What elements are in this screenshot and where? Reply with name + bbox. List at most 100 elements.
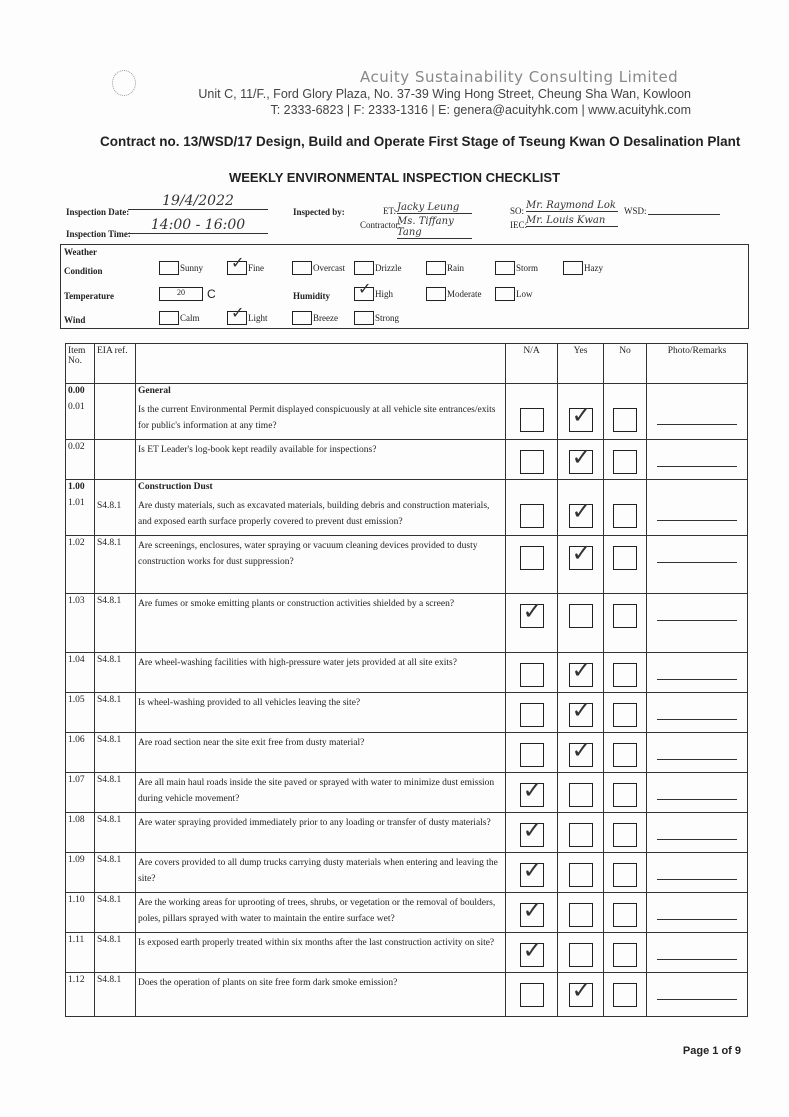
checkbox-na[interactable]: ✓	[519, 858, 544, 887]
check-mark-icon: ✓	[571, 541, 592, 567]
iec-field[interactable]: Mr. Louis Kwan	[526, 215, 618, 227]
remarks-field[interactable]	[657, 719, 737, 720]
checkbox-na[interactable]	[519, 983, 544, 1007]
checkbox-no[interactable]	[613, 703, 637, 727]
remarks-field[interactable]	[657, 679, 737, 680]
remarks-field[interactable]	[657, 424, 737, 425]
checkbox-breeze[interactable]	[292, 311, 312, 325]
checkbox-high[interactable]: ✓	[354, 282, 374, 301]
checkbox-sunny[interactable]	[159, 261, 179, 275]
checkbox-no[interactable]	[613, 450, 637, 474]
checkbox-no[interactable]	[613, 604, 637, 628]
checkbox-yes[interactable]: ✓	[568, 445, 593, 474]
checkbox-na[interactable]: ✓	[519, 898, 544, 927]
checkbox-na[interactable]	[519, 546, 544, 570]
checkbox-yes[interactable]: ✓	[568, 978, 593, 1007]
checkbox-yes[interactable]: ✓	[568, 541, 593, 570]
checkbox-no[interactable]	[613, 504, 637, 528]
cell-na	[505, 439, 558, 480]
checkbox-moderate[interactable]	[426, 287, 446, 301]
checkbox-na[interactable]	[519, 703, 544, 727]
checkbox-drizzle[interactable]	[354, 261, 374, 275]
checkbox-calm[interactable]	[159, 311, 179, 325]
checkbox-strong[interactable]	[354, 311, 374, 325]
checkbox-yes[interactable]	[568, 823, 593, 847]
remarks-field[interactable]	[657, 999, 737, 1000]
remarks-field[interactable]	[657, 879, 737, 880]
checkbox-hazy[interactable]	[563, 261, 583, 275]
remarks-field[interactable]	[657, 466, 737, 467]
checkbox-yes[interactable]: ✓	[568, 658, 593, 687]
remarks-cell	[646, 892, 748, 933]
page-number: Page 1 of 9	[682, 1045, 741, 1057]
remarks-field[interactable]	[657, 799, 737, 800]
contractor-field[interactable]: Ms. Tiffany Tang	[397, 216, 472, 239]
date-field[interactable]: 19/4/2022	[128, 193, 268, 210]
checkbox-overcast[interactable]	[292, 261, 312, 275]
remarks-field[interactable]	[657, 919, 737, 920]
checkbox-no[interactable]	[613, 903, 637, 927]
cell-no	[603, 852, 647, 893]
checkbox-na[interactable]: ✓	[519, 818, 544, 847]
checkbox-na[interactable]	[519, 408, 544, 432]
temperature-field[interactable]: 20	[159, 287, 203, 301]
checkbox-na[interactable]: ✓	[519, 938, 544, 967]
checkbox-na[interactable]: ✓	[519, 778, 544, 807]
checkbox-fine[interactable]: ✓	[227, 256, 247, 275]
checkbox-na[interactable]	[519, 450, 544, 474]
checkbox-yes[interactable]	[568, 903, 593, 927]
cell-na: ✓	[505, 852, 558, 893]
wsd-label: WSD:	[624, 206, 647, 216]
table-row: 1.07 S4.8.1 Are all main haul roads inside…	[65, 772, 748, 813]
so-field[interactable]: Mr. Raymond Lok	[526, 200, 618, 212]
table-row: 1.05 S4.8.1 Is wheel-washing provided to a…	[65, 692, 748, 733]
checkbox-na[interactable]	[519, 504, 544, 528]
checkbox-na[interactable]: ✓	[519, 599, 544, 628]
checkbox-yes[interactable]	[568, 604, 593, 628]
checkbox-no[interactable]	[613, 663, 637, 687]
checkbox-no[interactable]	[613, 943, 637, 967]
cell-no	[603, 652, 647, 693]
time-field[interactable]: 14:00 - 16:00	[128, 217, 268, 234]
checkbox-yes[interactable]: ✓	[568, 738, 593, 767]
checkbox-yes[interactable]: ✓	[568, 403, 593, 432]
checkbox-light[interactable]: ✓	[227, 306, 247, 325]
checkbox-na[interactable]	[519, 743, 544, 767]
eia-ref: S4.8.1	[94, 692, 136, 733]
check-mark-icon: ✓	[231, 305, 245, 322]
remarks-field[interactable]	[657, 562, 737, 563]
item-no: 1.12	[65, 972, 95, 1017]
checkbox-yes[interactable]	[568, 943, 593, 967]
checkbox-no[interactable]	[613, 863, 637, 887]
item-no: 1.00 1.01	[65, 479, 95, 536]
checkbox-yes[interactable]: ✓	[568, 499, 593, 528]
remarks-cell	[646, 535, 748, 594]
check-mark-icon: ✓	[571, 698, 592, 724]
checkbox-no[interactable]	[613, 743, 637, 767]
checkbox-yes[interactable]	[568, 863, 593, 887]
remarks-field[interactable]	[657, 520, 737, 521]
remarks-field[interactable]	[657, 839, 737, 840]
checkbox-rain[interactable]	[426, 261, 446, 275]
item-text: Are road section near the site exit free…	[135, 732, 506, 773]
checkbox-no[interactable]	[613, 983, 637, 1007]
checkbox-no[interactable]	[613, 546, 637, 570]
remarks-field[interactable]	[657, 759, 737, 760]
eia-ref	[94, 439, 136, 480]
checkbox-no[interactable]	[613, 783, 637, 807]
cell-yes	[557, 812, 604, 853]
cell-na	[505, 652, 558, 693]
remarks-field[interactable]	[657, 959, 737, 960]
et-field[interactable]: Jacky Leung	[397, 202, 472, 214]
checkbox-storm[interactable]	[495, 261, 515, 275]
remarks-field[interactable]	[657, 620, 737, 621]
wsd-field[interactable]	[648, 202, 720, 215]
checkbox-low[interactable]	[495, 287, 515, 301]
checkbox-yes[interactable]	[568, 783, 593, 807]
checkbox-no[interactable]	[613, 823, 637, 847]
checkbox-no[interactable]	[613, 408, 637, 432]
checkbox-yes[interactable]: ✓	[568, 698, 593, 727]
eia-ref: S4.8.1	[94, 593, 136, 653]
item-no: 1.03	[65, 593, 95, 653]
checkbox-na[interactable]	[519, 663, 544, 687]
